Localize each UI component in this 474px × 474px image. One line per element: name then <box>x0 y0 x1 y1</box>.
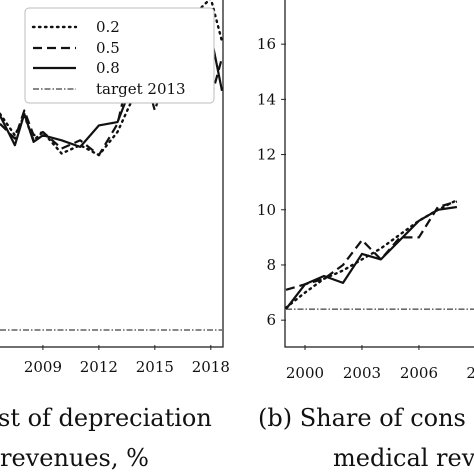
panel-a-x-tick-label: 2009 <box>24 358 62 376</box>
panel-b-axes-frame <box>284 0 474 348</box>
panel-a-axes-frame <box>0 0 224 348</box>
legend-label-0.8: 0.8 <box>96 59 120 77</box>
panel-b-caption-line1: (b) Share of cons <box>258 404 466 432</box>
panel-a-x-ticks: 2009 2012 2015 2018 <box>24 345 230 376</box>
panel-a-x-tick-label: 2015 <box>136 358 174 376</box>
panel-b-caption-line2: medical reven <box>333 444 474 472</box>
panel-b-y-tick-label: 10 <box>257 201 276 219</box>
panel-a-caption-line2: revenues, % <box>0 444 149 472</box>
panel-b-x-tick-label: 2006 <box>400 364 438 382</box>
panel-b-x-tick-label: 20 <box>466 364 474 382</box>
panel-b-y-tick-label: 8 <box>266 256 276 274</box>
legend-label-0.5: 0.5 <box>96 39 120 57</box>
legend-label-target-2013: target 2013 <box>96 80 186 98</box>
legend-label-0.2: 0.2 <box>96 18 120 36</box>
panel-b-y-tick-label: 14 <box>257 90 276 108</box>
panel-a-x-tick-label: 2012 <box>80 358 118 376</box>
panel-b-x-tick-label: 2003 <box>343 364 381 382</box>
panel-b-y-tick-label: 6 <box>266 311 276 329</box>
panel-b-x-ticks: 2000 2003 2006 20 <box>286 345 474 382</box>
panel-a-caption-line1: st of depreciation <box>0 404 212 432</box>
panel-b-y-tick-label: 16 <box>257 35 276 53</box>
legend-frame <box>24 7 215 104</box>
panel-b-y-tick-label: 12 <box>257 146 276 164</box>
panel-b-series-0.5 <box>285 200 458 291</box>
legend: 0.2 0.5 0.8 target 2013 <box>24 7 215 104</box>
panel-b-y-ticks: 6 8 10 12 14 16 <box>257 35 286 329</box>
panel-a: 2009 2012 2015 2018 0.2 0.5 0.8 target 2013… <box>0 0 230 472</box>
panel-a-x-tick-label: 2018 <box>192 358 230 376</box>
panel-b-series-lines <box>284 198 474 310</box>
panel-b-series-0.8 <box>285 205 458 310</box>
panel-b-x-tick-label: 2000 <box>286 364 324 382</box>
panel-b-series-0.2 <box>284 198 459 309</box>
panel-b: 2000 2003 2006 20 6 8 10 12 14 16 (b) Share of c… <box>257 0 474 472</box>
